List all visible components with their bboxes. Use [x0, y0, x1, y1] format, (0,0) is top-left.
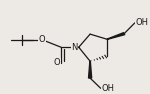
Text: OH: OH [102, 84, 115, 93]
Polygon shape [88, 61, 92, 78]
Text: N: N [71, 43, 78, 52]
Polygon shape [107, 33, 125, 39]
Text: O: O [39, 35, 45, 44]
Text: O: O [54, 58, 60, 67]
Text: OH: OH [136, 18, 149, 27]
